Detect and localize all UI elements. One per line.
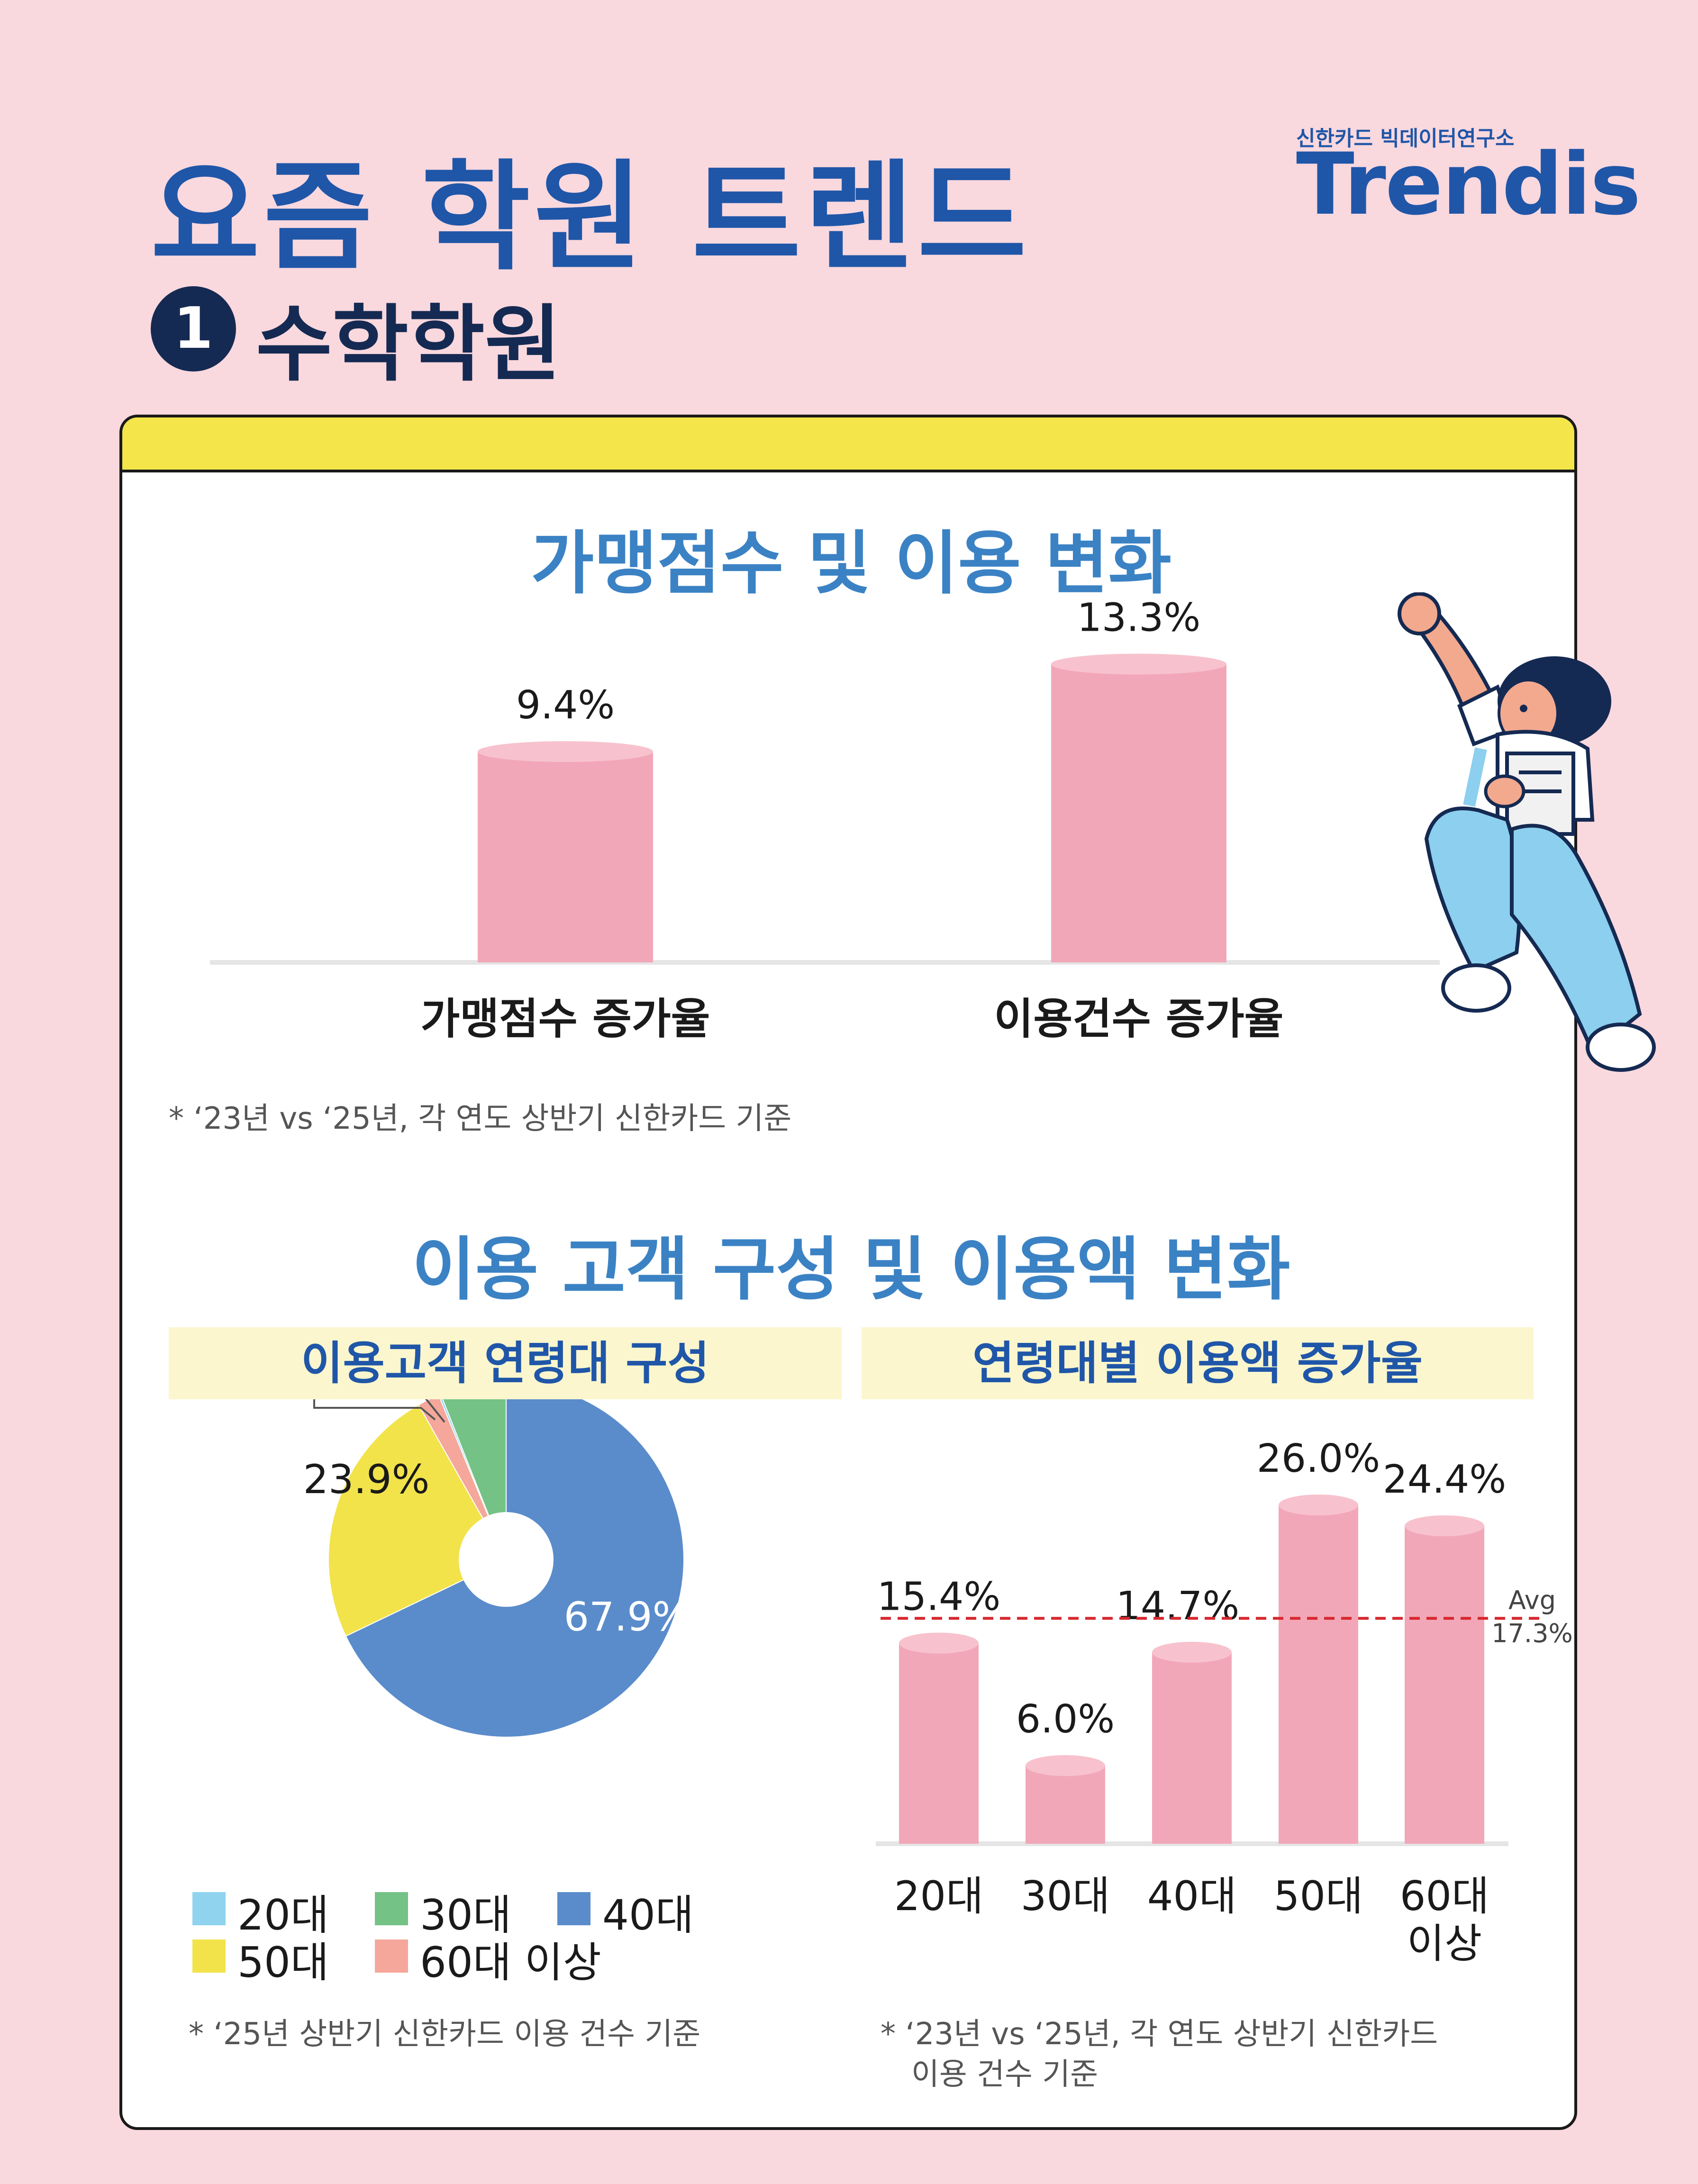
section-number-badge: 1 <box>151 286 236 372</box>
legend-label: 50대 <box>237 1938 329 1987</box>
student-illustration <box>1398 592 1656 1072</box>
bar-top <box>478 741 653 762</box>
category-label: 60대 <box>1400 1873 1489 1920</box>
legend-swatch <box>375 1939 408 1973</box>
bar <box>1051 664 1226 962</box>
data-label: 26.0% <box>1257 1436 1380 1481</box>
legend-swatch <box>557 1892 590 1925</box>
bar <box>899 1643 979 1844</box>
legend-label: 40대 <box>602 1891 694 1939</box>
bar-top <box>1026 1755 1105 1776</box>
data-label: 13.3% <box>1077 595 1201 640</box>
bar-top <box>899 1632 979 1654</box>
legend-swatch <box>192 1892 226 1925</box>
legend-label: 20대 <box>237 1891 329 1939</box>
data-label: 6.0% <box>1016 1697 1115 1742</box>
right-note-line2: 이용 건수 기준 <box>911 2057 1098 2092</box>
bar <box>478 752 653 962</box>
left-panel-title: 이용고객 연령대 구성 <box>169 1327 842 1399</box>
right-note-line1: * ‘23년 vs ‘25년, 각 연도 상반기 신한카드 <box>881 2017 1438 2052</box>
legend-label: 60대 이상 <box>420 1938 601 1987</box>
card-top-band <box>122 417 1574 472</box>
category-label: 50대 <box>1274 1873 1363 1920</box>
section1-title: 가맹점수 및 이용 변화 <box>530 524 1172 604</box>
data-label: 9.4% <box>516 683 615 728</box>
left-note: * ‘25년 상반기 신한카드 이용 건수 기준 <box>189 2017 701 2052</box>
category-label: 30대 <box>1021 1873 1110 1920</box>
category-label: 이상 <box>1407 1920 1482 1967</box>
bar-top <box>1152 1641 1232 1663</box>
bar-top <box>1051 653 1226 675</box>
brand-tagline: 신한카드 빅데이터연구소 <box>1296 127 1515 151</box>
brand-logo: Trendis <box>1296 135 1641 234</box>
bar <box>1279 1505 1358 1844</box>
data-label: 14.7% <box>1116 1584 1240 1629</box>
section2-title: 이용 고객 구성 및 이용액 변화 <box>412 1230 1290 1310</box>
data-label: 67.9% <box>564 1594 690 1640</box>
bar-top <box>1405 1515 1484 1536</box>
bar <box>1026 1766 1105 1844</box>
bar <box>1405 1526 1484 1844</box>
bar-top <box>1279 1495 1358 1515</box>
data-label: 24.4% <box>1383 1457 1507 1502</box>
section1-note: * ‘23년 vs ‘25년, 각 연도 상반기 신한카드 기준 <box>169 1101 792 1136</box>
legend-label: 30대 <box>420 1891 511 1939</box>
average-label: Avg <box>1508 1585 1556 1615</box>
average-value-label: 17.3% <box>1491 1618 1573 1648</box>
donut-hole <box>459 1512 554 1607</box>
pie-slice <box>328 1404 507 1637</box>
right-panel-title: 연령대별 이용액 증가율 <box>862 1327 1534 1399</box>
category-label: 20대 <box>894 1873 984 1920</box>
category-label: 이용건수 증가율 <box>994 994 1284 1044</box>
legend-swatch <box>192 1939 226 1973</box>
section-title: 수학학원 <box>256 297 561 393</box>
data-label: 15.4% <box>877 1575 1001 1620</box>
donut-legend: 20대 30대 40대 50대 60대 이상 <box>192 1886 808 1995</box>
legend-swatch <box>375 1892 408 1925</box>
category-label: 가맹점수 증가율 <box>421 994 710 1044</box>
data-label: 23.9% <box>303 1456 430 1503</box>
content-card: 가맹점수 및 이용 변화 9.4% 가맹점수 증가율 13.3% 이용건수 증가율 6… <box>119 415 1577 2130</box>
category-label: 40대 <box>1147 1873 1237 1920</box>
page-title: 요즘 학원 트렌드 <box>151 148 1031 286</box>
bar <box>1152 1652 1232 1844</box>
